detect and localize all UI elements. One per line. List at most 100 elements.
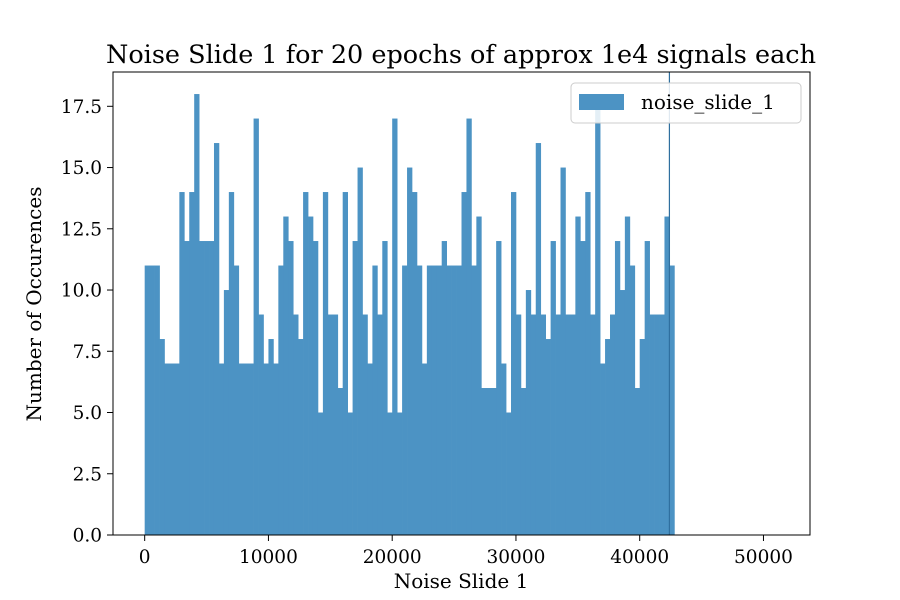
histogram-bar: [605, 339, 611, 535]
y-tick-label: 2.5: [73, 464, 102, 485]
histogram-bar: [545, 339, 551, 535]
histogram-bar: [461, 192, 467, 535]
histogram-bar: [159, 339, 165, 535]
histogram-bar: [362, 314, 368, 535]
plot-frame: [112, 71, 811, 536]
histogram-bar: [268, 339, 274, 535]
x-tick-label: 20000: [363, 547, 422, 568]
histogram-bar: [278, 265, 284, 535]
legend-box: [570, 82, 802, 124]
histogram-bar: [179, 192, 185, 535]
histogram-bar: [337, 388, 344, 535]
histogram-bar: [397, 412, 403, 535]
histogram-bar: [209, 241, 215, 536]
y-tick-label: 7.5: [73, 342, 102, 363]
histogram-bar: [600, 363, 606, 535]
histogram-bar: [169, 363, 175, 535]
histogram-bar: [530, 314, 537, 535]
histogram-bar: [595, 94, 601, 536]
histogram-bar: [446, 265, 452, 535]
histogram-bar: [476, 216, 482, 535]
histogram-bar: [619, 290, 626, 535]
histogram-bar: [332, 314, 339, 535]
histogram-bar: [288, 241, 294, 536]
histogram-bar: [560, 167, 566, 536]
histogram-bar: [471, 265, 477, 535]
histogram-bar: [421, 363, 428, 535]
histogram-bar: [298, 339, 304, 535]
histogram-bar: [372, 265, 378, 535]
histogram-bars: [144, 94, 675, 536]
histogram-bar: [466, 118, 472, 535]
histogram-bar: [431, 265, 438, 535]
histogram-bar: [293, 314, 299, 535]
y-axis-ticks: 0.0 2.5 5.0 7.5 10.0 12.5 15.0 17.5: [61, 97, 113, 547]
histogram-bar: [540, 314, 547, 535]
histogram-bar: [204, 241, 210, 536]
histogram-bar: [451, 265, 457, 535]
histogram-bar: [610, 314, 616, 535]
histogram-bar: [392, 118, 398, 535]
histogram-bar: [634, 388, 641, 535]
y-tick-label: 17.5: [61, 97, 102, 118]
histogram-bar: [263, 363, 269, 535]
histogram-bar: [317, 412, 324, 535]
histogram-bar: [555, 314, 561, 535]
histogram-bar: [614, 241, 621, 536]
histogram-bar: [402, 265, 408, 535]
histogram-bar: [565, 314, 571, 535]
histogram-bar: [238, 363, 245, 535]
histogram-bar: [347, 412, 353, 535]
histogram-bar: [327, 314, 334, 535]
histogram-bar: [659, 314, 665, 535]
legend-label: noise_slide_1: [641, 90, 775, 114]
x-tick-label: 10000: [239, 547, 298, 568]
histogram-bar: [174, 363, 180, 535]
histogram-bar: [535, 143, 542, 535]
histogram-bar: [322, 192, 329, 535]
histogram-bar: [387, 412, 393, 535]
x-tick-label: 50000: [734, 547, 793, 568]
histogram-bar: [228, 192, 235, 535]
histogram-bar: [411, 192, 418, 535]
histogram-bar: [164, 363, 170, 535]
legend: noise_slide_1: [570, 82, 802, 124]
histogram-bar: [575, 216, 581, 535]
histogram-bar: [248, 363, 254, 535]
histogram-bar: [154, 265, 160, 535]
histogram-bar: [213, 143, 220, 535]
histogram-bar: [243, 363, 249, 535]
histogram-bar: [303, 192, 309, 535]
y-axis-label: Number of Occurences: [22, 187, 46, 422]
chart-title: Noise Slide 1 for 20 epochs of approx 1e…: [106, 40, 816, 70]
histogram-bar: [550, 241, 556, 536]
histogram-bar: [456, 265, 462, 535]
histogram-bar: [377, 314, 383, 535]
histogram-bar: [580, 241, 586, 536]
histogram-bar: [184, 241, 190, 536]
x-axis-ticks: 0 10000 20000 30000 40000 50000: [139, 535, 793, 568]
histogram-bar: [312, 241, 319, 536]
histogram-bar: [649, 314, 655, 535]
histogram-bar: [144, 265, 150, 535]
y-tick-label: 0.0: [73, 526, 102, 547]
histogram-bar: [189, 192, 195, 535]
histogram-bar: [223, 290, 230, 535]
histogram-bar: [664, 216, 670, 535]
y-tick-label: 10.0: [61, 281, 102, 302]
histogram-bar: [218, 363, 225, 535]
histogram-bar: [367, 363, 373, 535]
histogram-bar: [585, 192, 591, 535]
histogram-bar: [654, 314, 660, 535]
histogram-bar: [426, 265, 433, 535]
histogram-bar: [283, 216, 289, 535]
histogram-bar: [436, 265, 443, 535]
histogram-bar: [199, 241, 205, 536]
y-tick-label: 15.0: [61, 158, 102, 179]
histogram-bar: [194, 94, 200, 536]
histogram-bar: [342, 192, 348, 535]
histogram-bar: [273, 363, 279, 535]
histogram-bar: [486, 388, 492, 535]
